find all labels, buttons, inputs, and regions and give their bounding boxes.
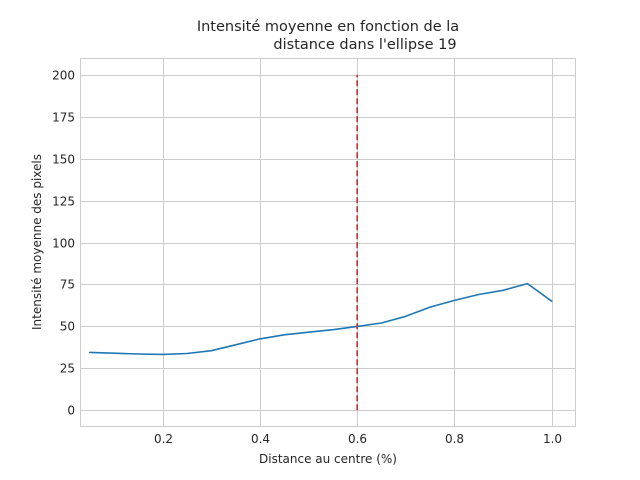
y-tick-label: 150 bbox=[52, 153, 75, 167]
series-line bbox=[88, 282, 553, 356]
x-tick-label: 0.6 bbox=[348, 432, 367, 446]
x-tick-label: 0.8 bbox=[445, 432, 464, 446]
y-tick-label: 25 bbox=[60, 362, 75, 376]
x-tick-label: 1.0 bbox=[543, 432, 562, 446]
y-tick-labels: 0 25 50 75 100 125 150 175 200 bbox=[52, 69, 75, 418]
chart-title-line-2: distance dans l'ellipse 19 bbox=[273, 37, 456, 53]
series-layer bbox=[88, 74, 553, 411]
y-tick-label: 50 bbox=[60, 320, 75, 334]
y-tick-label: 75 bbox=[60, 278, 75, 292]
y-tick-label: 125 bbox=[52, 195, 75, 209]
grid bbox=[80, 58, 576, 427]
x-tick-labels: 0.2 0.4 0.6 0.8 1.0 bbox=[154, 432, 562, 446]
x-tick-label: 0.2 bbox=[154, 432, 173, 446]
x-axis-label: Distance au centre (%) bbox=[259, 452, 397, 466]
y-axis-label: Intensité moyenne des pixels bbox=[30, 154, 44, 330]
y-tick-label: 0 bbox=[67, 404, 75, 418]
x-tick-label: 0.4 bbox=[251, 432, 270, 446]
chart-title-line-1: Intensité moyenne en fonction de la bbox=[197, 19, 459, 35]
y-tick-label: 200 bbox=[52, 69, 75, 83]
plot-frame bbox=[80, 58, 576, 427]
y-tick-label: 175 bbox=[52, 111, 75, 125]
y-tick-label: 100 bbox=[52, 237, 75, 251]
